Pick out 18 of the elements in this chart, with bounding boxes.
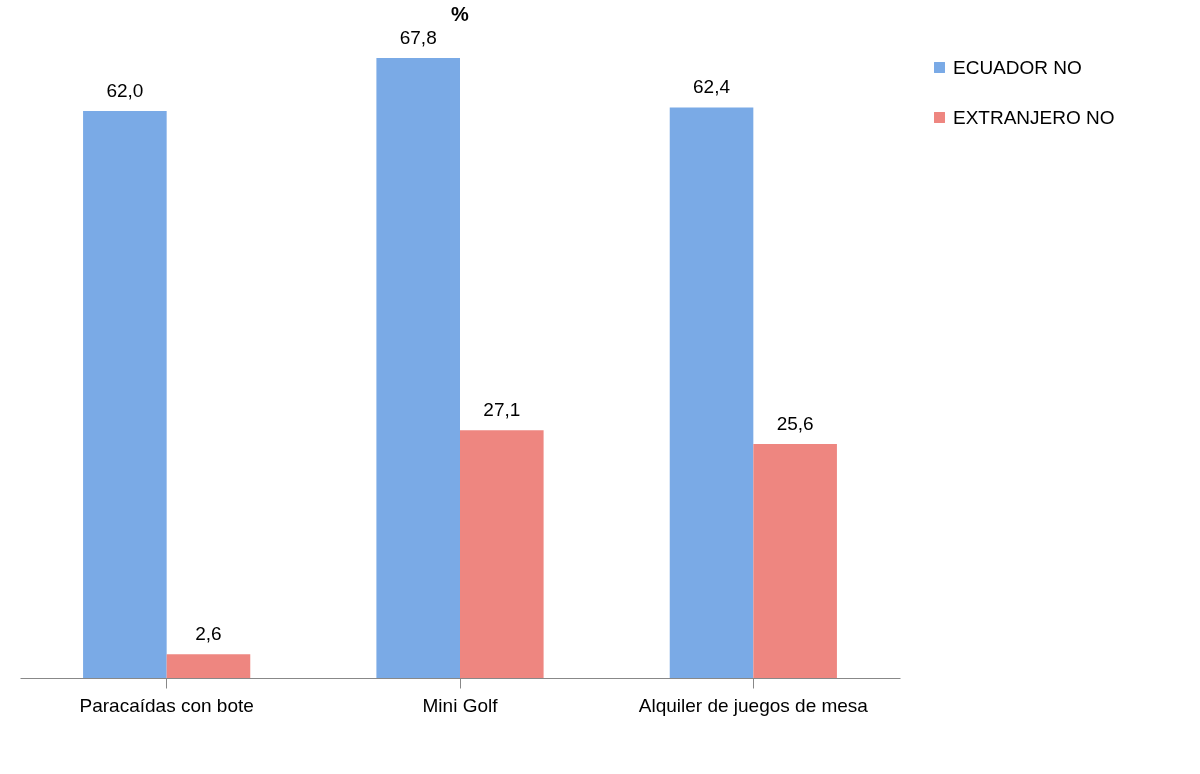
bar	[669, 107, 754, 678]
legend-label: ECUADOR NO	[953, 56, 1082, 78]
data-label: 62,0	[106, 80, 144, 102]
data-label: 62,4	[693, 76, 731, 98]
x-tick-label: Paracaídas con bote	[79, 694, 254, 716]
bar	[376, 58, 460, 678]
data-label: 27,1	[483, 399, 521, 421]
bar	[83, 111, 167, 678]
chart-title: %	[451, 3, 470, 25]
bar	[166, 654, 251, 678]
bar	[460, 430, 544, 678]
bar	[753, 443, 837, 678]
data-label: 2,6	[195, 623, 222, 645]
x-tick-label: Alquiler de juegos de mesa	[638, 694, 869, 716]
data-label: 67,8	[399, 27, 437, 48]
data-label: 25,6	[776, 412, 814, 434]
legend-label: EXTRANJERO NO	[953, 106, 1115, 128]
x-tick-label: Mini Golf	[422, 694, 499, 716]
